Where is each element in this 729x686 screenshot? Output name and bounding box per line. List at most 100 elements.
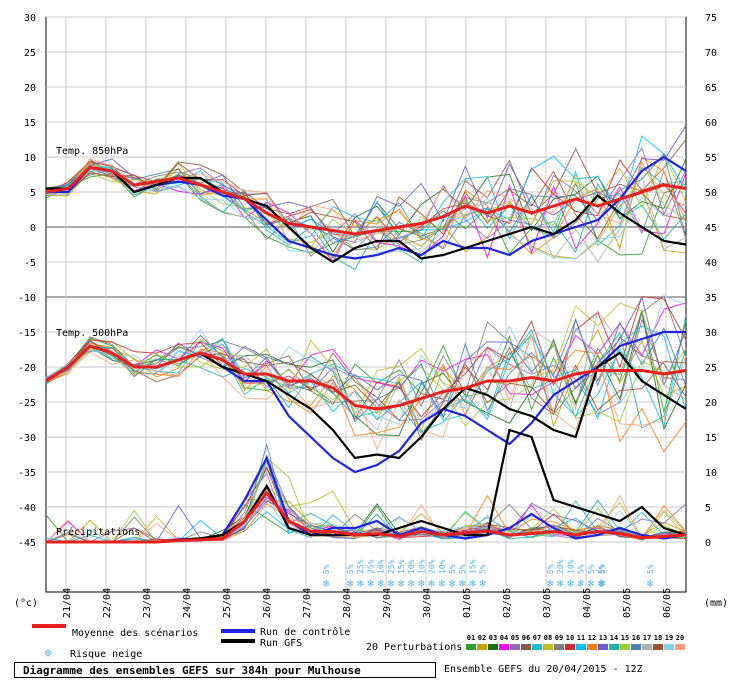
perturbation-swatch — [609, 644, 619, 650]
perturbation-id-label: 05 — [511, 634, 519, 642]
right-tick-label: 5 — [705, 503, 711, 514]
right-tick-label: 40 — [705, 258, 717, 269]
right-tick-label: 10 — [705, 468, 717, 479]
date-label: 05/05 — [622, 588, 633, 618]
perturbation-swatch — [620, 644, 630, 650]
perturbation-swatch — [477, 644, 487, 650]
right-tick-label: 55 — [705, 153, 717, 164]
date-label: 28/04 — [342, 588, 353, 618]
left-tick-label: -40 — [18, 503, 36, 514]
perturbation-swatch — [598, 644, 608, 650]
date-label: 24/04 — [182, 588, 193, 618]
series-gfs-t850 — [46, 166, 687, 264]
legend-snow-label: Risque neige — [70, 649, 142, 660]
snow-risk-percent: 15% — [468, 559, 477, 574]
snowflake-icon: ❄ — [449, 577, 456, 590]
perturbation-swatch — [653, 644, 663, 650]
snowflake-icon: ❄ — [587, 577, 594, 590]
series-mean-t500 — [45, 344, 687, 411]
perturbation-id-label: 15 — [621, 634, 629, 642]
left-tick-label: 5 — [30, 188, 36, 199]
snow-risk-percent: 10% — [417, 559, 426, 574]
perturbation-swatch — [631, 644, 641, 650]
snowflake-icon: ❄ — [377, 577, 384, 590]
left-tick-label: 15 — [24, 118, 36, 129]
snow-risk-percent: 5% — [598, 564, 607, 574]
perturbation-id-label: 04 — [500, 634, 508, 642]
right-tick-label: 50 — [705, 188, 717, 199]
date-label: 29/04 — [382, 588, 393, 618]
perturbation-09-precip — [45, 454, 687, 543]
right-tick-label: 15 — [705, 433, 717, 444]
perturbation-swatch — [554, 644, 564, 650]
snowflake-icon: ❄ — [547, 577, 554, 590]
perturbation-id-label: 10 — [566, 634, 574, 642]
perturbation-13-t500 — [45, 296, 687, 419]
chart-title: Diagramme des ensembles GEFS sur 384h po… — [14, 662, 436, 678]
snow-risk-percent: 20% — [556, 559, 565, 574]
perturbation-20-t500 — [45, 334, 687, 451]
snow-risk-percent: 10% — [407, 559, 416, 574]
snow-risk-percent: 25% — [356, 559, 365, 574]
date-label: 02/05 — [502, 588, 513, 618]
snowflake-icon: ❄ — [598, 577, 605, 590]
perturbation-id-label: 16 — [632, 634, 640, 642]
date-label: 22/04 — [102, 588, 113, 618]
snowflake-icon: ❄ — [357, 577, 364, 590]
perturbation-17-t500 — [45, 309, 687, 431]
left-tick-label: -10 — [18, 293, 36, 304]
right-tick-label: 75 — [705, 13, 717, 24]
snowflake-icon: ❄ — [459, 577, 466, 590]
left-tick-label: -30 — [18, 433, 36, 444]
snow-risk-percent: 10% — [566, 559, 575, 574]
series-mean-t850 — [45, 165, 687, 236]
snowflake-icon: ❄ — [647, 577, 654, 590]
snow-risk-percent: 25% — [366, 559, 375, 574]
left-tick-label: -25 — [18, 398, 36, 409]
right-axis-unit: (mm) — [704, 598, 728, 609]
date-label: 30/04 — [422, 588, 433, 618]
date-label: 01/05 — [462, 588, 473, 618]
right-tick-label: 20 — [705, 398, 717, 409]
right-tick-label: 60 — [705, 118, 717, 129]
left-tick-label: -20 — [18, 363, 36, 374]
perturbation-15-precip — [46, 456, 687, 543]
panel-label-precip: Précipitations — [56, 526, 140, 538]
legend-mean-label: Moyenne des scénarios — [72, 627, 198, 639]
date-label: 21/04 — [62, 588, 73, 618]
snowflake-icon: ❄ — [479, 577, 486, 590]
perturbation-swatch — [587, 644, 597, 650]
date-label: 04/05 — [582, 588, 593, 618]
perturbation-id-label: 18 — [654, 634, 662, 642]
right-tick-label: 35 — [705, 293, 717, 304]
perturbation-swatch — [576, 644, 586, 650]
date-label: 27/04 — [302, 588, 313, 618]
perturbation-id-label: 14 — [610, 634, 618, 642]
snow-risk-percent: 10% — [377, 559, 386, 574]
perturbation-14-t500 — [45, 331, 687, 434]
perturbation-id-label: 20 — [676, 634, 684, 642]
snow-risk-percent: 25% — [387, 559, 396, 574]
perturbation-swatch — [664, 644, 674, 650]
left-axis-unit: (°c) — [14, 598, 38, 609]
legend-gfs-label: Run GFS — [260, 638, 302, 649]
perturbation-swatch — [521, 644, 531, 650]
snowflake-icon: ❄ — [438, 577, 445, 590]
perturbation-id-label: 02 — [478, 634, 486, 642]
perturbation-swatch — [675, 644, 685, 650]
perturbation-17-t850 — [45, 168, 687, 263]
snowflake-icon: ❄ — [323, 577, 330, 590]
panel-label-t500: Temp. 500hPa — [56, 328, 128, 339]
legend-perturbations-label: 20 Perturbations — [366, 642, 462, 653]
snow-risk-percent: 5% — [479, 564, 488, 574]
snowflake-icon: ❄ — [577, 577, 584, 590]
series-mean-precip — [46, 490, 687, 544]
perturbation-id-label: 13 — [599, 634, 607, 642]
snow-risk-percent: 5% — [577, 564, 586, 574]
snow-risk-percent: 20% — [428, 559, 437, 574]
left-tick-label: 0 — [30, 223, 36, 234]
snow-risk-percent: 5% — [646, 564, 655, 574]
right-tick-label: 70 — [705, 48, 717, 59]
perturbation-13-t850 — [45, 125, 687, 243]
